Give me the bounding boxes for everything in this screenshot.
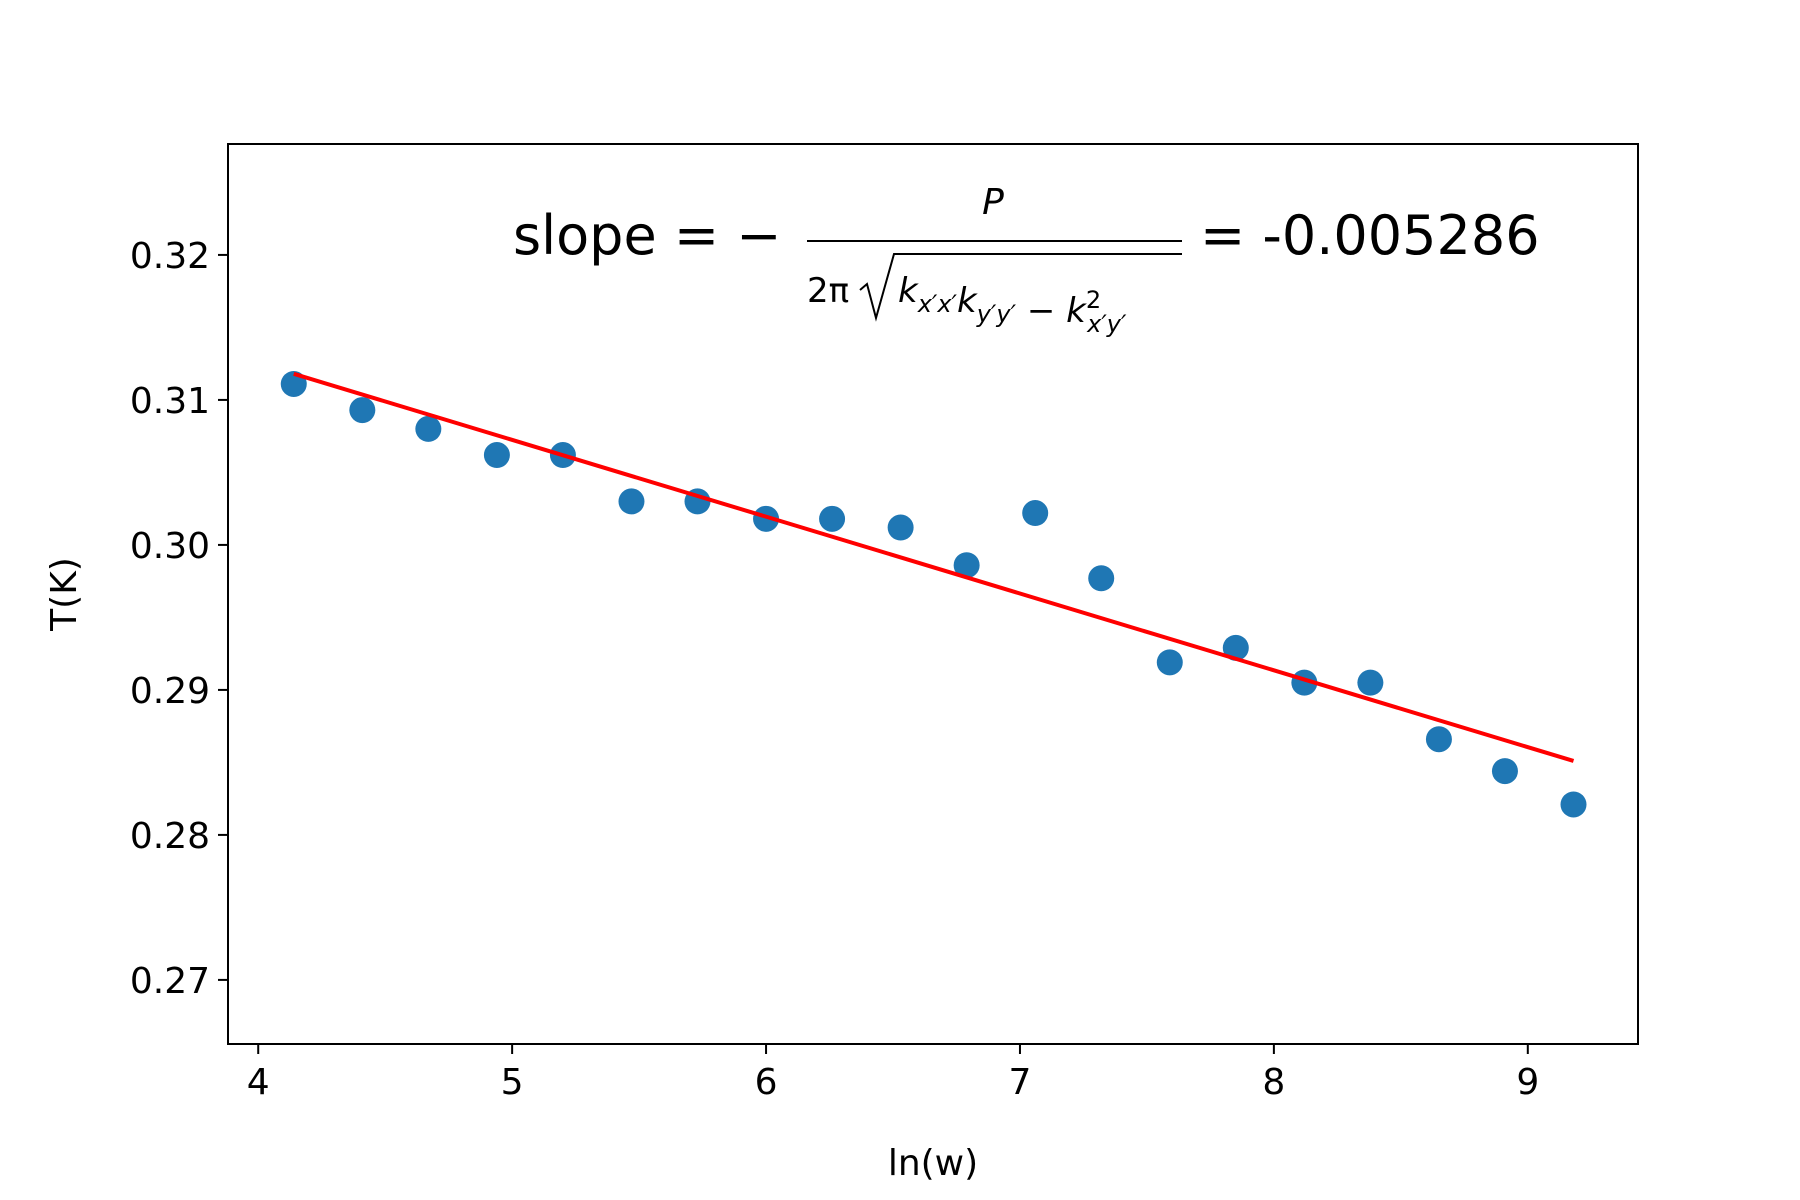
annotation-radicand: kx′x′ky′y′ − k2 x′y′ (898, 271, 1127, 338)
data-point (349, 397, 376, 424)
y-tick-label: 0.28 (130, 816, 210, 857)
data-point (1022, 500, 1049, 527)
radicand-subscript: x′y′ (1086, 310, 1127, 338)
x-tick-label: 8 (1262, 1062, 1285, 1103)
radicand-base: k (1066, 291, 1087, 331)
annotation-denominator-prefix: 2π (807, 271, 849, 311)
data-point (618, 488, 645, 515)
y-tick-label: 0.29 (130, 671, 210, 712)
fit-line (293, 371, 1575, 763)
data-point (887, 514, 914, 541)
data-point (1491, 758, 1518, 785)
radicand-operator: − (1016, 291, 1066, 331)
data-point (819, 505, 846, 532)
y-tick-label: 0.27 (130, 961, 210, 1002)
radicand-base: k (898, 271, 919, 311)
x-tick-label: 9 (1516, 1062, 1539, 1103)
y-tick-label: 0.32 (130, 236, 210, 277)
annotation-numerator: P (982, 182, 1004, 223)
data-point (415, 415, 442, 442)
data-point (1088, 565, 1115, 592)
x-tick-label: 4 (247, 1062, 270, 1103)
annotation-rhs: = -0.005286 (1200, 204, 1540, 267)
data-point (1357, 669, 1384, 696)
radicand-superscript: 2 (1086, 286, 1101, 314)
data-point (1156, 649, 1183, 676)
annotation-lhs: slope = − (513, 204, 782, 267)
radical-sign (859, 253, 1182, 322)
x-tick-label: 7 (1009, 1062, 1032, 1103)
plot-frame (227, 143, 1639, 1045)
data-point (753, 505, 780, 532)
data-point (1560, 791, 1587, 818)
radicand-subscript: x′x′ (917, 290, 958, 318)
y-axis-label: T(K) (44, 557, 85, 632)
x-axis-label: ln(w) (888, 1143, 978, 1184)
radicand-subscript: y′y′ (976, 300, 1017, 328)
data-point (1425, 726, 1452, 753)
data-point (483, 442, 510, 469)
radicand-base: k (957, 281, 978, 321)
y-tick-label: 0.30 (130, 526, 210, 567)
x-tick-label: 6 (755, 1062, 778, 1103)
y-tick-label: 0.31 (130, 381, 210, 422)
x-tick-label: 5 (501, 1062, 524, 1103)
data-point (953, 552, 980, 579)
data-point (1222, 634, 1249, 661)
